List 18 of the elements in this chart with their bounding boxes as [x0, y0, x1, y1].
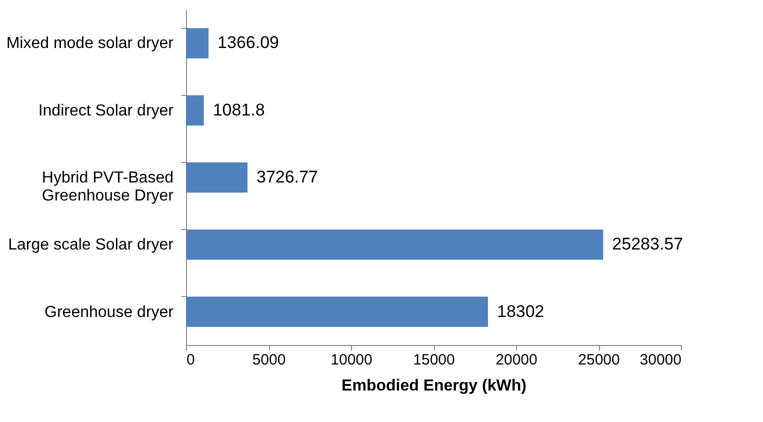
x-tick-label: 20000 [496, 352, 538, 368]
data-label: 1081.8 [212, 100, 265, 120]
x-tick-label: 15000 [413, 352, 455, 368]
x-axis-title: Embodied Energy (kWh) [342, 378, 526, 394]
y-tick-label: Indirect Solar dryer [38, 102, 174, 120]
data-label: 18302 [496, 302, 544, 321]
data-label: 3726.77 [256, 168, 318, 186]
y-tick-label: Mixed mode solar dryer [6, 35, 174, 52]
x-tick-label: 25000 [578, 352, 620, 368]
y-tick-label: Large scale Solar dryer [8, 236, 174, 254]
y-tick-label: Hybrid PVT-Based Greenhouse Dryer [42, 170, 174, 204]
x-tick-label: 5000 [252, 352, 286, 368]
x-tick-label: 10000 [330, 352, 372, 368]
x-tick-label: 30000 [640, 352, 682, 368]
y-tick-label: Greenhouse dryer [44, 304, 174, 321]
data-label: 25283.57 [612, 234, 684, 254]
x-tick-label: 0 [186, 352, 195, 368]
data-label: 1366.09 [218, 33, 279, 52]
